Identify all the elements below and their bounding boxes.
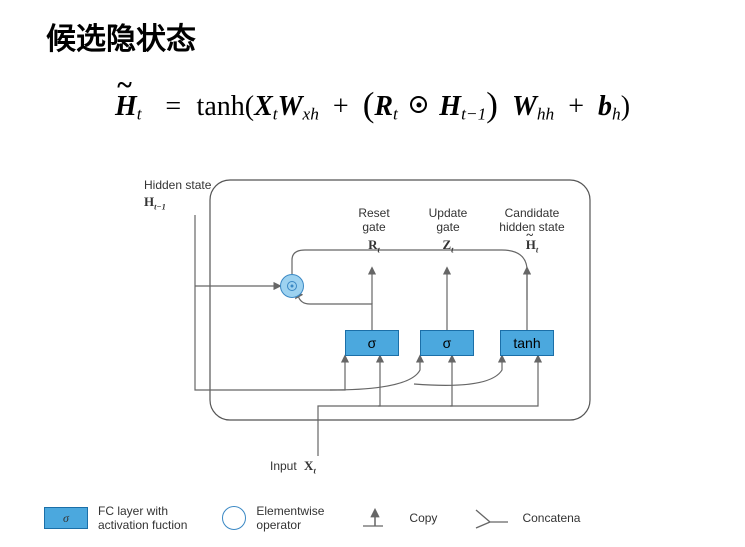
legend-fc: σ FC layer with activation fuction [44,504,187,533]
equation: Ht = tanh(XtWxh + (Rt Ht−1) Whh + bh) [0,84,745,124]
eq-plus2: + [568,91,584,122]
eq-R: R [374,91,393,122]
eq-b: b [598,91,612,122]
legend-elem-text: Elementwise operator [256,504,324,533]
input-sub: t [313,466,315,476]
concat-icon [472,504,512,532]
legend: σ FC layer with activation fuction Eleme… [44,497,745,539]
cand-l1: Candidate [505,206,560,220]
tanh-box: tanh [500,330,554,356]
gru-diagram: Hidden state Ht−1 Reset gate Rt Update g… [150,160,620,490]
legend-elem: Elementwise operator [222,504,324,533]
eq-Whh: W [512,91,537,122]
eq-equals: = [165,91,181,122]
eq-Hprev: H [439,91,461,122]
hidden-state-sub: t−1 [154,202,166,212]
legend-copy: Copy [359,504,437,532]
input-label: Input Xt [270,458,316,476]
eq-lhs-sub: t [137,104,142,123]
sigma-box-1: σ [345,330,399,356]
legend-fc-text: FC layer with activation fuction [98,504,187,533]
eq-Whh-sub: hh [537,104,554,123]
update-sub: t [451,244,453,254]
eq-R-sub: t [393,104,398,123]
hidden-state-text: Hidden state [144,178,211,192]
legend-concat-text: Concatena [522,511,580,525]
reset-gate-label: Reset gate Rt [352,206,396,255]
cand-sym: H [526,237,536,253]
page-title: 候选隐状态 [46,14,196,58]
eq-tanh: tanh [197,91,245,122]
update-gate-label: Update gate Zt [423,206,473,255]
odot-icon [410,96,427,113]
candidate-label: Candidate hidden state Ht [496,206,568,255]
eq-X: X [254,91,273,122]
copy-icon [359,504,399,532]
legend-elem-icon [222,506,246,530]
elementwise-node [280,274,304,298]
legend-copy-text: Copy [409,511,437,525]
eq-Wxh-sub: xh [303,104,319,123]
eq-lhs-H: H [115,91,137,123]
sigma-box-2: σ [420,330,474,356]
update-sym: Z [442,237,451,252]
hidden-state-label: Hidden state Ht−1 [144,178,211,212]
reset-sub: t [378,244,380,254]
legend-concat: Concatena [472,504,580,532]
hidden-state-sym: H [144,194,154,209]
reset-l1: Reset [358,206,389,220]
eq-Wxh: W [278,91,303,122]
cand-sub: t [536,244,538,254]
update-l2: gate [436,220,459,234]
update-l1: Update [429,206,468,220]
reset-l2: gate [362,220,385,234]
eq-Hprev-sub: t−1 [461,104,486,123]
input-text: Input [270,459,297,473]
legend-fc-swatch: σ [44,507,88,529]
eq-b-sub: h [612,104,621,123]
reset-sym: R [368,237,377,252]
eq-plus1: + [333,91,349,122]
